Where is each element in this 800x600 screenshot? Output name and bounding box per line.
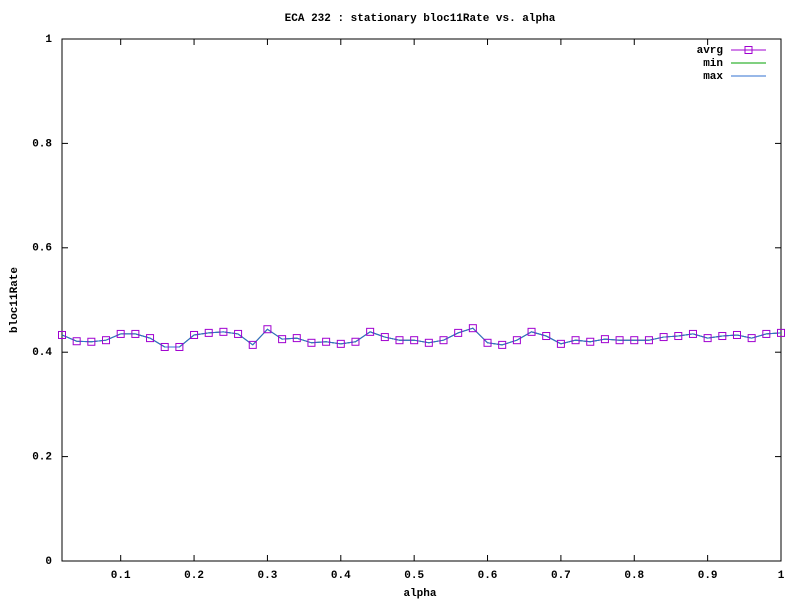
x-axis-label: alpha [403,588,436,600]
point-marker [424,338,433,347]
point-marker [586,337,595,346]
x-tick-label: 0.2 [184,570,204,582]
point-marker [351,337,360,346]
point-marker [219,327,228,336]
point-marker [278,335,287,344]
legend-label: max [703,71,723,83]
point-marker [556,339,565,348]
point-marker [366,327,375,336]
point-marker [732,330,741,339]
x-tick-label: 0.6 [478,570,498,582]
point-marker [498,340,507,349]
x-tick-label: 0.3 [258,570,278,582]
point-marker [87,337,96,346]
point-marker [674,332,683,341]
y-tick-label: 0 [45,556,52,568]
x-tick-label: 0.5 [404,570,424,582]
point-marker [659,333,668,342]
x-tick-label: 0.8 [624,570,644,582]
x-tick-label: 0.4 [331,570,351,582]
point-marker [146,334,155,343]
point-marker [234,329,243,338]
point-marker [644,336,653,345]
x-tick-label: 0.9 [698,570,718,582]
y-tick-label: 0.4 [32,347,52,359]
point-marker [190,330,199,339]
point-marker [747,334,756,343]
point-marker [718,332,727,341]
chart-title: ECA 232 : stationary bloc11Rate vs. alph… [285,13,556,25]
series-line [61,327,782,348]
point-marker [116,329,125,338]
x-tick-label: 1 [778,570,785,582]
point-marker [571,336,580,345]
legend-label: avrg [697,45,723,57]
point-marker [777,328,785,337]
point-marker [395,336,404,345]
point-marker [248,340,257,349]
y-tick-label: 0.8 [32,138,52,150]
plot-frame [61,38,782,562]
point-marker [102,336,111,345]
point-marker [688,329,697,338]
point-marker [630,336,639,345]
legend-marker [744,46,753,54]
point-marker [454,328,463,337]
point-marker [600,335,609,344]
point-marker [483,338,492,347]
point-marker [410,336,419,345]
point-marker [160,342,169,351]
point-marker [336,339,345,348]
x-tick-label: 0.7 [551,570,571,582]
x-tick-label: 0.1 [111,570,131,582]
point-marker [263,325,272,334]
point-marker [322,337,331,346]
point-marker [380,333,389,342]
point-marker [175,342,184,351]
y-tick-label: 1 [45,34,52,46]
point-marker [292,334,301,343]
y-tick-label: 0.2 [32,452,52,464]
y-axis-label: bloc11Rate [9,267,21,333]
point-marker [542,332,551,341]
point-marker [527,327,536,336]
y-tick-label: 0.6 [32,243,52,255]
point-marker [615,336,624,345]
point-marker [439,336,448,345]
series-line [61,327,782,348]
point-marker [762,329,771,338]
point-marker [307,338,316,347]
point-marker [204,328,213,337]
point-marker [58,330,66,339]
point-marker [131,329,140,338]
point-marker [468,324,477,333]
series-line [61,327,782,348]
legend-label: min [703,58,723,70]
point-marker [72,337,81,346]
point-marker [512,336,521,345]
point-marker [703,334,712,343]
